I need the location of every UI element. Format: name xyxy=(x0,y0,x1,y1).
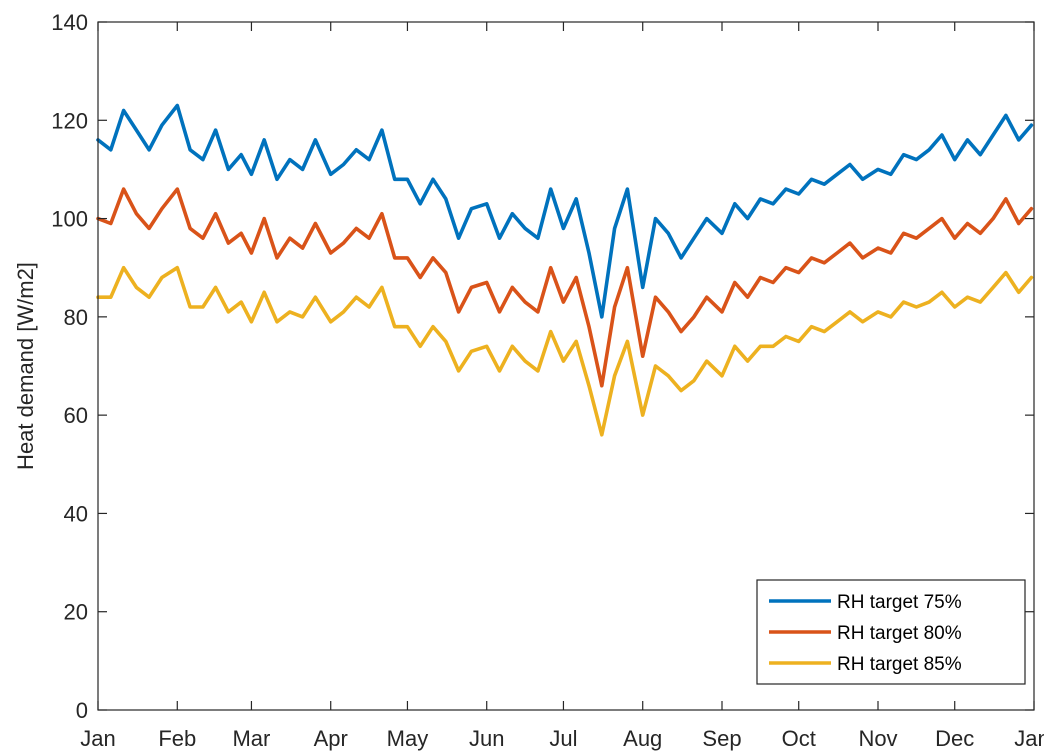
x-tick-label: Dec xyxy=(935,726,974,751)
axes: 0 20 40 60 80 100 120 140 Jan Feb Mar Apr May Jun Jul A… xyxy=(13,10,1044,751)
plot-frame xyxy=(97,21,1035,711)
x-tick-label: Oct xyxy=(782,726,816,751)
legend: RH target 75% RH target 80% RH target 85% xyxy=(756,579,1026,685)
y-tick-label: 40 xyxy=(64,501,88,526)
y-tick-label: 60 xyxy=(64,403,88,428)
legend-entry-2: RH target 80% xyxy=(837,623,962,644)
y-axis-label: Heat demand [W/m2] xyxy=(13,262,38,470)
legend-entry-1: RH target 75% xyxy=(837,592,962,613)
x-tick-label: Feb xyxy=(158,726,196,751)
x-tick-label: Jul xyxy=(549,726,577,751)
x-tick-label: Apr xyxy=(314,726,348,751)
y-tick-label: 140 xyxy=(51,10,88,35)
x-tick-label: May xyxy=(387,726,429,751)
series-line-2 xyxy=(96,187,1034,388)
x-tick-label: Nov xyxy=(858,726,897,751)
plot-lines xyxy=(96,103,1034,437)
x-tick-label: Mar xyxy=(232,726,270,751)
series-line-3 xyxy=(96,265,1034,437)
x-tick-label: Jun xyxy=(469,726,504,751)
legend-entry-3: RH target 85% xyxy=(837,654,962,675)
series-line-1 xyxy=(96,103,1034,319)
y-tick-label: 100 xyxy=(51,207,88,232)
x-tick-label: Aug xyxy=(623,726,662,751)
y-tick-label: 80 xyxy=(64,305,88,330)
x-tick-label: Sep xyxy=(702,726,741,751)
y-tick-label: 120 xyxy=(51,108,88,133)
y-tick-label: 20 xyxy=(64,600,88,625)
x-tick-label: Jan xyxy=(80,726,115,751)
y-tick-label: 0 xyxy=(76,698,88,723)
x-tick-label: Jan xyxy=(1014,726,1044,751)
